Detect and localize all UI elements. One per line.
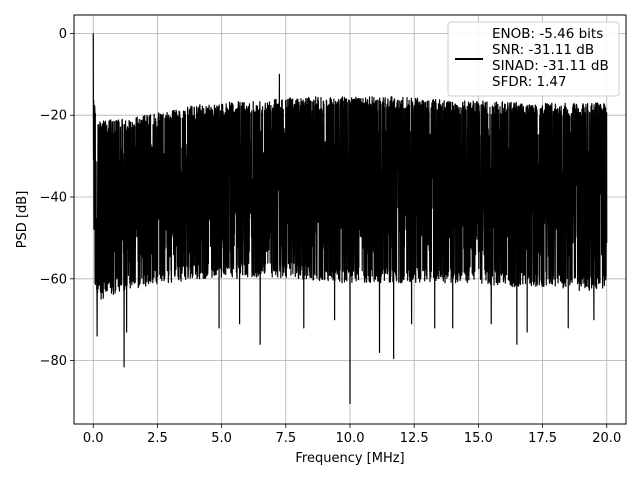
x-tick-label: 7.5 bbox=[275, 431, 296, 446]
psd-trace bbox=[92, 33, 608, 405]
x-tick-label: 5.0 bbox=[211, 431, 232, 446]
x-axis-ticks: 0.0 2.5 5.0 7.5 10.0 12.5 15.0 17.5 20.0 bbox=[83, 424, 621, 446]
legend-entry: SINAD: -31.11 dB bbox=[492, 58, 609, 74]
x-tick-label: 15.0 bbox=[464, 431, 493, 446]
legend-entry: SNR: -31.11 dB bbox=[492, 42, 594, 58]
x-axis-label: Frequency [MHz] bbox=[295, 451, 404, 466]
legend-entry: SFDR: 1.47 bbox=[492, 74, 567, 90]
y-tick-label: −40 bbox=[40, 191, 67, 206]
legend-entry: ENOB: -5.46 bits bbox=[492, 26, 603, 42]
x-tick-label: 17.5 bbox=[528, 431, 557, 446]
legend-box bbox=[447, 21, 620, 97]
y-axis-label: PSD [dB] bbox=[15, 191, 30, 249]
psd-series bbox=[92, 33, 608, 405]
y-tick-label: 0 bbox=[59, 27, 67, 42]
y-tick-label: −80 bbox=[40, 354, 67, 369]
x-tick-label: 12.5 bbox=[400, 431, 429, 446]
x-tick-label: 2.5 bbox=[147, 431, 168, 446]
y-tick-label: −20 bbox=[40, 109, 67, 124]
x-tick-label: 0.0 bbox=[83, 431, 104, 446]
x-tick-label: 10.0 bbox=[336, 431, 365, 446]
y-tick-label: −60 bbox=[40, 272, 67, 287]
y-axis-ticks: 0 −20 −40 −60 −80 bbox=[40, 27, 74, 369]
x-tick-label: 20.0 bbox=[592, 431, 621, 446]
